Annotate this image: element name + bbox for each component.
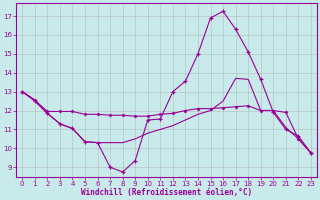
X-axis label: Windchill (Refroidissement éolien,°C): Windchill (Refroidissement éolien,°C) — [81, 188, 252, 197]
